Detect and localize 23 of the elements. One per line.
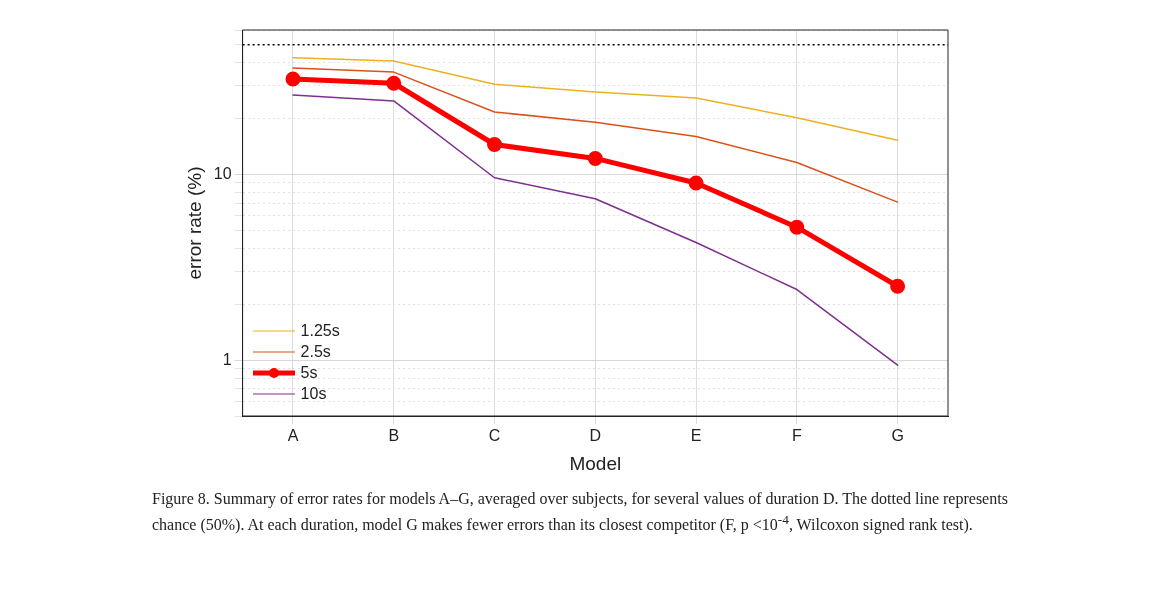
y-tick-label: 1 — [222, 350, 232, 368]
x-tick-label: E — [690, 427, 702, 445]
x-tick-label: G — [891, 427, 904, 445]
x-tick-label: B — [388, 427, 400, 445]
legend-label: 10s — [300, 384, 327, 403]
point — [285, 71, 301, 87]
y-axis-title: error rate (%) — [183, 166, 205, 280]
point — [789, 219, 805, 235]
y-tick-label: 10 — [213, 164, 232, 182]
caption: Figure 8. Summary of error rates for models A–G, averaged over subjects, for several values of duration D. The dotted line represents chance (50%). At each duration, model G makes fewer errors than its closest competitor (F, p <10$^{-4}$, Wilcoxon signed rank test). — [152, 489, 1009, 536]
point — [487, 137, 503, 153]
point — [688, 175, 704, 191]
x-axis-title: Model — [569, 452, 622, 474]
point — [386, 75, 402, 91]
legend-label: 5s — [300, 363, 318, 382]
x-tick-label: A — [287, 427, 299, 445]
x-tick-label: D — [589, 427, 602, 445]
x-tick-label: F — [791, 427, 802, 445]
legend-label: 2.5s — [300, 342, 331, 361]
legend-label: 1.25s — [300, 321, 340, 340]
point — [890, 278, 906, 294]
x-tick-label: C — [488, 427, 501, 445]
point — [587, 150, 603, 166]
